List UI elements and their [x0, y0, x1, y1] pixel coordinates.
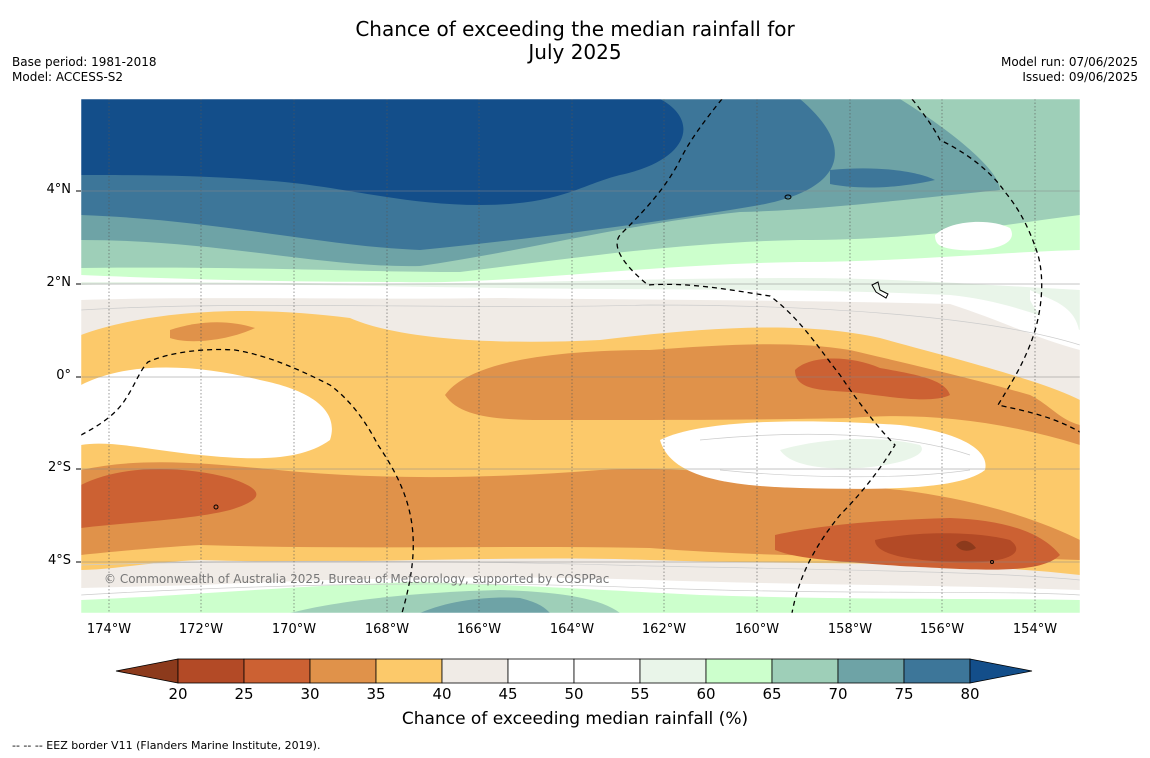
colorbar-bin [903, 658, 971, 684]
colorbar-tick: 70 [828, 685, 848, 703]
colorbar-tick: 45 [498, 685, 518, 703]
colorbar-extend-high [969, 658, 1033, 684]
colorbar-bin [309, 658, 377, 684]
colorbar-bin [837, 658, 905, 684]
colorbar-bin [375, 658, 443, 684]
parallel-lines [81, 190, 1080, 563]
colorbar-tick: 60 [696, 685, 716, 703]
model-name: Model: ACCESS-S2 [12, 70, 124, 84]
colorbar-bin [177, 658, 245, 684]
rainfall-contours [81, 99, 1080, 613]
colorbar-label: Chance of exceeding median rainfall (%) [401, 709, 749, 729]
colorbar-bin [441, 658, 509, 684]
title-line-1: Chance of exceeding the median rainfall … [355, 17, 795, 41]
metadata-right: Model run: 07/06/2025 Issued: 09/06/2025 [1001, 55, 1138, 85]
lat-label: 4°N [46, 182, 72, 197]
meridian-lines [108, 99, 1036, 613]
lat-label: 2°S [47, 460, 71, 475]
lon-label: 168°W [364, 622, 410, 637]
colorbar-tick: 30 [300, 685, 320, 703]
colorbar-tick: 75 [894, 685, 914, 703]
lon-label: 154°W [1012, 622, 1058, 637]
lon-label: 162°W [641, 622, 687, 637]
lon-label: 164°W [549, 622, 595, 637]
lat-label: 4°S [47, 553, 71, 568]
lat-label: 0° [56, 368, 71, 383]
lon-label: 160°W [734, 622, 780, 637]
colorbar-tick: 25 [234, 685, 254, 703]
lon-label: 174°W [86, 622, 132, 637]
metadata-left: Base period: 1981-2018 Model: ACCESS-S2 [12, 55, 157, 85]
colorbar-bin [243, 658, 311, 684]
colorbar-bin [639, 658, 707, 684]
colorbar-tick: 35 [366, 685, 386, 703]
lon-label: 170°W [271, 622, 317, 637]
colorbar-bin [771, 658, 839, 684]
colorbar [115, 658, 1033, 684]
eez-footnote: -- -- -- EEZ border V11 (Flanders Marine… [12, 739, 321, 752]
eez-borders [81, 99, 1080, 613]
lon-label: 166°W [456, 622, 502, 637]
copyright-notice: © Commonwealth of Australia 2025, Bureau… [104, 572, 610, 586]
colorbar-tick: 55 [630, 685, 650, 703]
colorbar-tick: 65 [762, 685, 782, 703]
colorbar-bin [705, 658, 773, 684]
colorbar-tick: 80 [960, 685, 980, 703]
lon-label: 172°W [178, 622, 224, 637]
colorbar-extend-low [115, 658, 179, 684]
map-frame [80, 98, 1081, 614]
model-run: Model run: 07/06/2025 [1000, 55, 1138, 69]
colorbar-bin [507, 658, 575, 684]
colorbar-tick: 20 [168, 685, 188, 703]
colorbar-bin [573, 658, 641, 684]
lon-label: 158°W [827, 622, 873, 637]
base-period: Base period: 1981-2018 [12, 55, 157, 69]
title-line-2: July 2025 [528, 40, 622, 64]
islands [213, 194, 994, 564]
colorbar-tick: 50 [564, 685, 584, 703]
lat-label: 2°N [46, 275, 72, 290]
lon-label: 156°W [919, 622, 965, 637]
issued-date: Issued: 09/06/2025 [1022, 70, 1138, 84]
colorbar-tick: 40 [432, 685, 452, 703]
map-title: Chance of exceeding the median rainfall … [0, 18, 1150, 64]
